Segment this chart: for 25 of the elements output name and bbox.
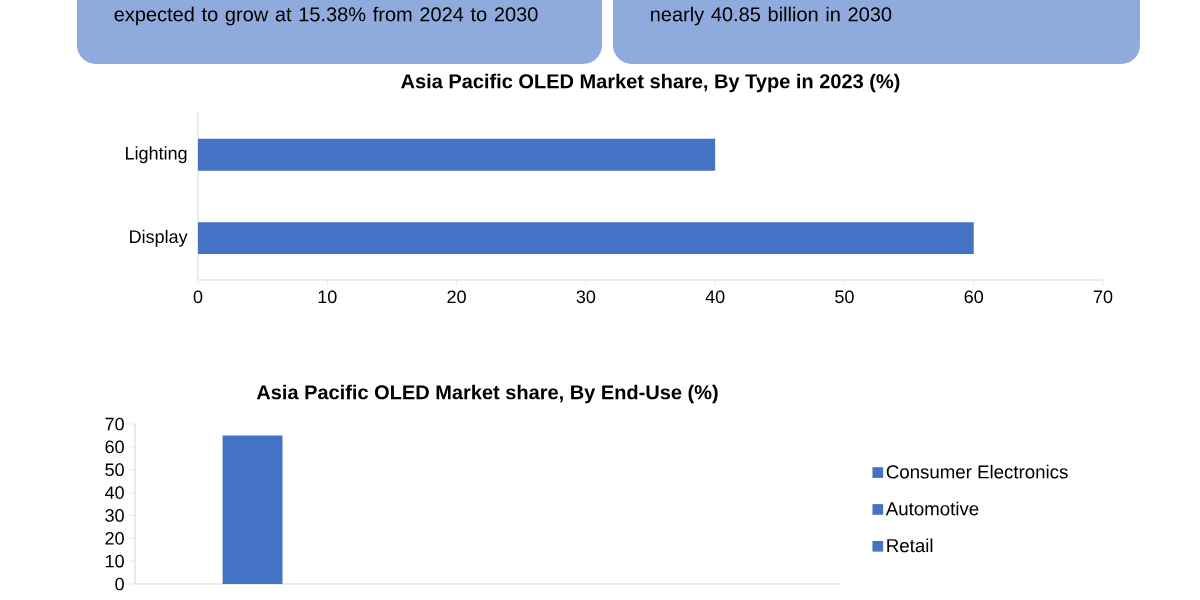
x-tick-label: 30: [576, 290, 596, 304]
x-tick-label: 40: [705, 290, 725, 304]
y-tick-label: 60: [105, 440, 124, 454]
y-tick-label: Display: [130, 229, 188, 247]
chart-title: Asia Pacific OLED Market share, By Type in 2023 (%): [401, 73, 900, 93]
text: nearly 40.85 billion in 2030: [651, 6, 892, 26]
y-tick-label: 10: [105, 554, 124, 568]
x-tick-label: 0: [193, 290, 203, 304]
y-tick-label: 70: [105, 417, 124, 431]
legend-label: Retail: [887, 538, 933, 553]
y-tick-label: Lighting: [126, 146, 187, 164]
x-tick-label: 10: [318, 290, 337, 304]
y-tick-label: 50: [105, 463, 124, 477]
legend-label: Automotive: [885, 501, 979, 516]
legend-label: Consumer Electronics: [886, 464, 1068, 479]
x-tick-label: 20: [447, 290, 466, 304]
x-tick-label: 60: [964, 290, 984, 304]
y-tick-label: 40: [105, 486, 124, 499]
text: expected to grow at 15.38% from 2024 to 2030: [114, 6, 538, 26]
x-tick-label: 50: [835, 290, 854, 304]
y-tick-label: 30: [105, 509, 124, 522]
chart-title: Asia Pacific OLED Market share, By End-Use (%): [256, 384, 718, 404]
y-tick-label: 20: [105, 531, 124, 545]
y-tick-label: 0: [115, 577, 124, 591]
x-tick-label: 70: [1093, 290, 1113, 304]
